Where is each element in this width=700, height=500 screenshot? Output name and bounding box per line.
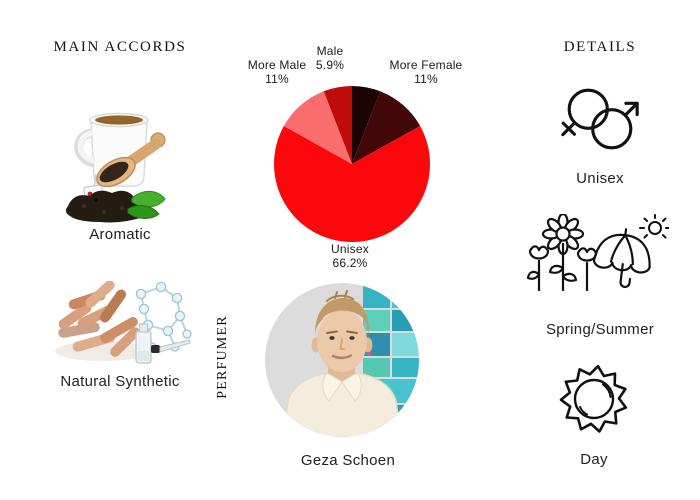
umbrella (592, 228, 651, 289)
pie-slice-male (323, 86, 352, 164)
perfumer-photo (265, 283, 419, 437)
pie-label-more-female: More Female 11% (384, 58, 468, 86)
pie-label-more-male-name: More Male (247, 58, 307, 72)
sun-core (573, 378, 615, 420)
hair (314, 298, 370, 337)
sun-rays-outline (559, 364, 628, 433)
tulip-right (576, 247, 598, 292)
natural-synthetic-image (55, 281, 192, 364)
aromatic-image (65, 112, 166, 223)
earring (367, 352, 371, 356)
tea-liquid (95, 115, 143, 125)
main-accords-header: MAIN ACCORDS (53, 39, 187, 55)
wood-sticks (55, 281, 151, 361)
perfumer-section-label: PERFUMER (215, 315, 230, 399)
day-sun-icon (559, 364, 628, 433)
male-arrow-head (624, 101, 639, 117)
glass-vial (135, 323, 152, 364)
accord-label-aromatic: Aromatic (89, 226, 151, 243)
wooden-scoop (96, 132, 166, 188)
detail-label-day: Day (580, 451, 608, 468)
tea-leaf-pile (65, 190, 151, 223)
perfumer-figure (282, 290, 402, 437)
dropper-pipette (151, 339, 191, 353)
tulip-left (527, 245, 550, 292)
green-leaves (127, 190, 166, 219)
pie-label-male-name: Male (316, 44, 344, 58)
female-cross-bar (561, 121, 576, 136)
detail-label-spring-summer: Spring/Summer (545, 321, 655, 338)
gender-pie-chart (274, 86, 430, 243)
pie-slice-more-male (283, 91, 352, 164)
perfumer-name: Geza Schoen (300, 452, 396, 469)
accord-label-natural-synthetic: Natural Synthetic (60, 373, 180, 390)
details-header: DETAILS (563, 39, 637, 55)
sun-inner-arc-1 (602, 383, 612, 398)
male-arrow-stem (623, 101, 639, 117)
pie-label-unisex-name: Unisex (331, 242, 369, 256)
pie-label-unisex-pct: 66.2% (332, 255, 368, 270)
unisex-gender-icon (561, 88, 639, 150)
pie-label-male-pct: 5.9% (315, 57, 345, 72)
pie-slice-unisex (274, 125, 430, 243)
pie-label-more-male-pct: 11% (265, 71, 289, 86)
small-sun (639, 214, 669, 239)
pie-label-male: Male 5.9% (300, 44, 360, 72)
male-circle (591, 108, 633, 150)
scoop-tea (99, 161, 129, 183)
detail-label-unisex: Unisex (576, 170, 624, 187)
pie-label-unisex: Unisex 66.2% (310, 242, 390, 270)
pie-label-more-male: More Male 11% (237, 58, 317, 86)
pie-label-more-female-name: More Female (389, 58, 463, 72)
pie-label-more-female-pct: 11% (414, 71, 438, 86)
spring-summer-icon (527, 214, 669, 292)
sunflower (541, 214, 585, 292)
sun-inner-arc-2 (579, 406, 588, 416)
pie-slice-female (352, 86, 381, 164)
pie-slice-more-female (352, 91, 421, 164)
